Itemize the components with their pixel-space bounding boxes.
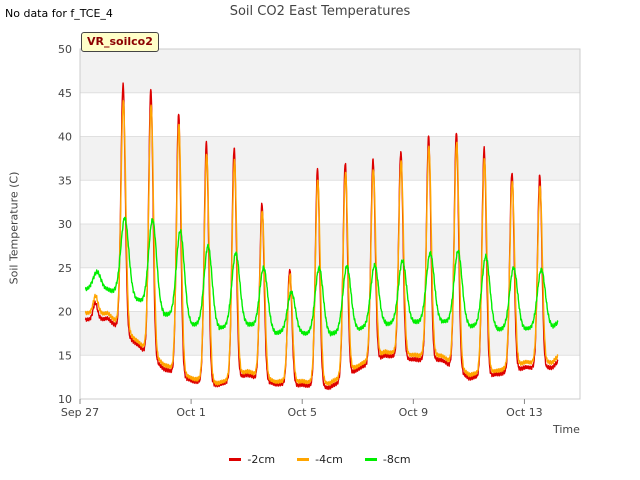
legend-item[interactable]: -4cm [297,453,343,466]
site-badge[interactable]: VR_soilco2 [81,32,159,52]
y-tick-label: 45 [58,87,72,100]
y-tick-label: 30 [58,218,72,231]
y-tick-label: 25 [58,262,72,275]
x-tick-label: Sep 27 [61,406,99,419]
plot-band [80,355,580,399]
plot-band [80,180,580,224]
plot-band [80,267,580,312]
legend: -2cm -4cm -8cm [0,453,640,466]
legend-swatch [297,458,310,461]
y-tick-label: 35 [58,174,72,187]
plot-band [80,92,580,137]
legend-label: -4cm [315,453,343,466]
legend-swatch [229,458,242,461]
y-tick-label: 20 [58,306,72,319]
y-tick-label: 40 [58,131,72,144]
no-data-message: No data for f_TCE_4 [5,7,113,20]
x-tick-label: Oct 1 [176,406,206,419]
series-line-8cm [84,216,559,337]
legend-swatch [364,458,377,461]
y-tick-label: 50 [58,43,72,56]
x-tick-label: Oct 9 [399,406,429,419]
x-axis-label: Time [553,423,580,436]
plot-band [80,49,580,93]
legend-label: -2cm [247,453,276,466]
x-tick-label: Oct 13 [506,406,543,419]
chart-title: Soil CO2 East Temperatures [229,4,411,19]
y-tick-label: 15 [58,349,72,362]
plot-band [80,224,580,268]
x-tick-label: Oct 5 [287,406,317,419]
y-tick-label: 10 [58,393,72,406]
plot-border [79,48,581,400]
legend-item[interactable]: -8cm [364,453,411,466]
legend-item[interactable]: -2cm [229,453,275,466]
legend-label: -8cm [382,453,411,466]
plot-band [80,136,580,181]
series-line-4cm [84,100,559,386]
